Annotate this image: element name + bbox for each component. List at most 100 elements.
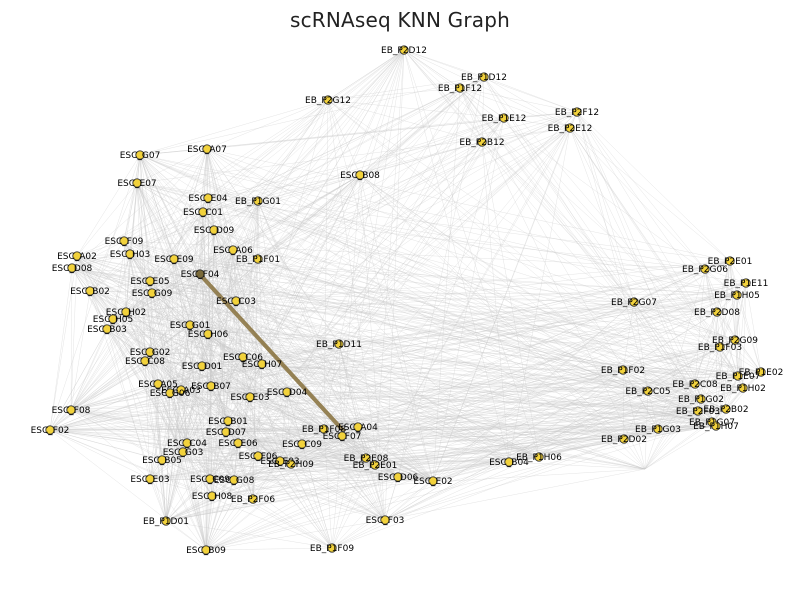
graph-node: ESC_H02	[106, 307, 146, 318]
graph-edge	[209, 425, 717, 480]
graph-edge	[235, 300, 263, 365]
graph-edge	[199, 49, 405, 275]
graph-edge	[165, 520, 207, 551]
graph-edge	[149, 351, 229, 422]
graph-edge	[206, 148, 259, 202]
graph-edge	[331, 480, 434, 549]
graph-edge	[139, 154, 207, 551]
graph-node: EB_P2B02	[703, 404, 749, 415]
node-label: ESC_G01	[170, 321, 211, 331]
graph-edge	[211, 421, 713, 497]
graph-edge	[508, 461, 646, 470]
node-label: ESC_E04	[188, 194, 228, 204]
graph-edge	[202, 117, 505, 213]
graph-node: ESC_G01	[170, 320, 211, 331]
node-marker	[178, 447, 188, 457]
graph-edge	[139, 154, 367, 459]
graph-title: scRNAseq KNN Graph	[289, 8, 511, 32]
graph-edge	[202, 200, 259, 213]
graph-edge	[199, 99, 329, 275]
graph-edge	[225, 425, 717, 433]
graph-edge	[207, 333, 325, 430]
node-marker	[319, 424, 329, 434]
graph-edge	[700, 387, 744, 400]
graph-edge	[233, 268, 706, 481]
graph-node: ESC_B01	[208, 416, 248, 427]
graph-edge	[173, 211, 204, 260]
graph-edge	[338, 343, 386, 521]
node-marker	[355, 170, 365, 180]
node-marker	[85, 286, 95, 296]
graph-edge	[136, 182, 204, 213]
graph-edge	[384, 301, 635, 521]
graph-edge	[144, 49, 405, 362]
graph-edge	[538, 387, 744, 458]
node-label: ESC_G03	[163, 448, 204, 458]
graph-edge	[403, 49, 510, 463]
graph-edge	[232, 249, 259, 457]
graph-edge	[71, 267, 213, 497]
graph-edge	[242, 356, 646, 470]
graph-edge	[149, 280, 717, 427]
graph-edge	[70, 127, 571, 411]
graph-edge	[459, 87, 635, 303]
graph-edge	[290, 463, 434, 482]
graph-edge	[213, 229, 259, 260]
graph-edge	[49, 426, 359, 431]
graph-node: ESC_B07	[191, 381, 231, 392]
graph-edge	[481, 141, 510, 463]
graph-edge	[257, 258, 434, 482]
graph-edge	[201, 365, 717, 427]
node-label: EB_P2G09	[712, 336, 758, 346]
graph-edge	[149, 351, 434, 482]
graph-edge	[227, 420, 386, 521]
node-label: EB_P1F01	[236, 255, 280, 265]
node-marker	[504, 457, 514, 467]
graph-edge	[70, 148, 208, 411]
node-marker	[201, 545, 211, 555]
graph-node: ESC_B04	[489, 457, 529, 468]
graph-edge	[225, 431, 303, 445]
graph-edge	[700, 375, 739, 400]
graph-node: ESC_H05	[93, 314, 133, 325]
node-marker	[165, 388, 175, 398]
node-marker	[229, 475, 239, 485]
node-marker	[700, 264, 710, 274]
graph-edge	[261, 363, 288, 393]
node-label: ESC_C04	[167, 439, 207, 449]
graph-edge	[644, 398, 702, 470]
node-marker	[399, 45, 409, 55]
graph-edge	[213, 229, 434, 482]
graph-edge	[715, 371, 762, 427]
graph-edge	[173, 258, 191, 326]
node-marker	[721, 404, 731, 414]
graph-edge	[76, 255, 325, 430]
graph-edge	[205, 519, 386, 551]
graph-edge	[633, 260, 731, 303]
node-label: ESC_A06	[213, 246, 253, 256]
graph-edge	[139, 154, 191, 326]
graph-node: ESC_C08	[125, 356, 165, 367]
node-marker	[572, 107, 582, 117]
graph-edge	[49, 429, 333, 549]
graph-edge	[359, 174, 699, 412]
node-label: ESC_A05	[138, 380, 178, 390]
graph-edge	[694, 268, 706, 385]
graph-edge	[71, 253, 131, 269]
node-label: EB_P1G01	[235, 197, 281, 207]
graph-edge	[205, 117, 505, 551]
graph-edge	[165, 324, 191, 522]
node-marker	[206, 381, 216, 391]
graph-edge	[384, 438, 625, 521]
graph-edge	[206, 148, 244, 358]
graph-node: ESC_F03	[366, 515, 404, 526]
graph-edge	[165, 479, 235, 522]
graph-edge	[205, 479, 235, 551]
graph-edge	[112, 211, 204, 320]
graph-edge	[207, 99, 329, 199]
node-marker	[203, 193, 213, 203]
graph-edge	[165, 408, 727, 522]
node-label: ESC_D08	[52, 264, 93, 274]
node-marker	[393, 472, 403, 482]
graph-edge	[205, 547, 333, 551]
